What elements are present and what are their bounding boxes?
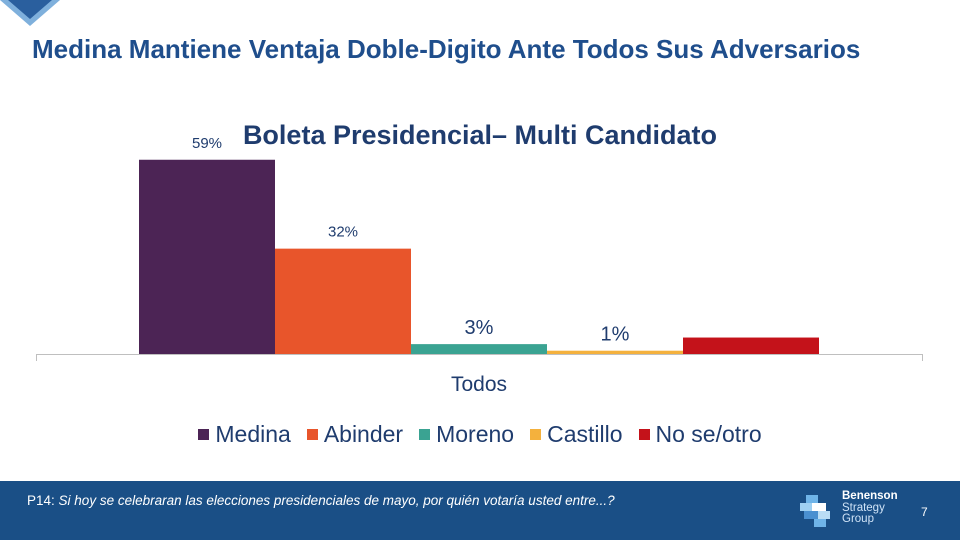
question-id: P14: — [27, 493, 55, 508]
data-label-medina: 59% — [192, 135, 222, 152]
bar-medina — [139, 159, 275, 354]
legend-label-moreno: Moreno — [436, 421, 515, 447]
bar-abinder — [275, 248, 411, 354]
legend-item-castillo: Castillo — [530, 421, 623, 448]
legend-item-medina: Medina — [198, 421, 291, 448]
category-label: Todos — [451, 373, 507, 396]
legend-item-no-se-otro: No se/otro — [638, 421, 762, 448]
logo-line-1: Benenson — [842, 490, 898, 502]
data-label-abinder: 32% — [328, 224, 358, 241]
legend-item-moreno: Moreno — [419, 421, 514, 448]
bar-no-se-otro — [683, 337, 819, 354]
logo-line-2: Strategy — [842, 501, 885, 514]
chart-legend: Medina Abinder Moreno Castillo No se/otro — [0, 421, 960, 448]
legend-swatch-abinder — [306, 429, 318, 440]
data-label-moreno: 3% — [465, 317, 494, 339]
legend-label-medina: Medina — [215, 421, 291, 447]
question-text: Si hoy se celebraran las elecciones pres… — [58, 493, 615, 508]
bar-castillo — [547, 350, 683, 354]
data-label-castillo: 1% — [601, 324, 630, 346]
bar-chart: 59% 32% 3% 1% Todos — [36, 135, 923, 396]
corner-chevron-icon — [0, 0, 60, 26]
logo-line-3: Group — [842, 513, 874, 525]
legend-swatch-moreno — [419, 429, 431, 440]
chart-title: Boleta Presidencial– Multi Candidato — [242, 120, 718, 150]
legend-label-castillo: Castillo — [547, 421, 623, 447]
bar-moreno — [411, 344, 547, 354]
footer-bar: P14: Si hoy se celebraran las elecciones… — [0, 481, 960, 540]
legend-swatch-no-se-otro — [638, 429, 650, 440]
benenson-logo: Benenson Strategy Group — [800, 489, 910, 533]
page-number: 7 — [921, 505, 928, 519]
logo-mark-icon — [800, 495, 830, 527]
legend-item-abinder: Abinder — [306, 421, 404, 448]
page-title: Medina Mantiene Ventaja Doble-Digito Ant… — [32, 34, 861, 64]
legend-swatch-castillo — [530, 429, 542, 440]
question-note: P14: Si hoy se celebraran las elecciones… — [27, 493, 615, 508]
legend-label-abinder: Abinder — [323, 421, 404, 447]
legend-swatch-medina — [198, 429, 210, 440]
legend-label-no-se-otro: No se/otro — [655, 421, 762, 447]
